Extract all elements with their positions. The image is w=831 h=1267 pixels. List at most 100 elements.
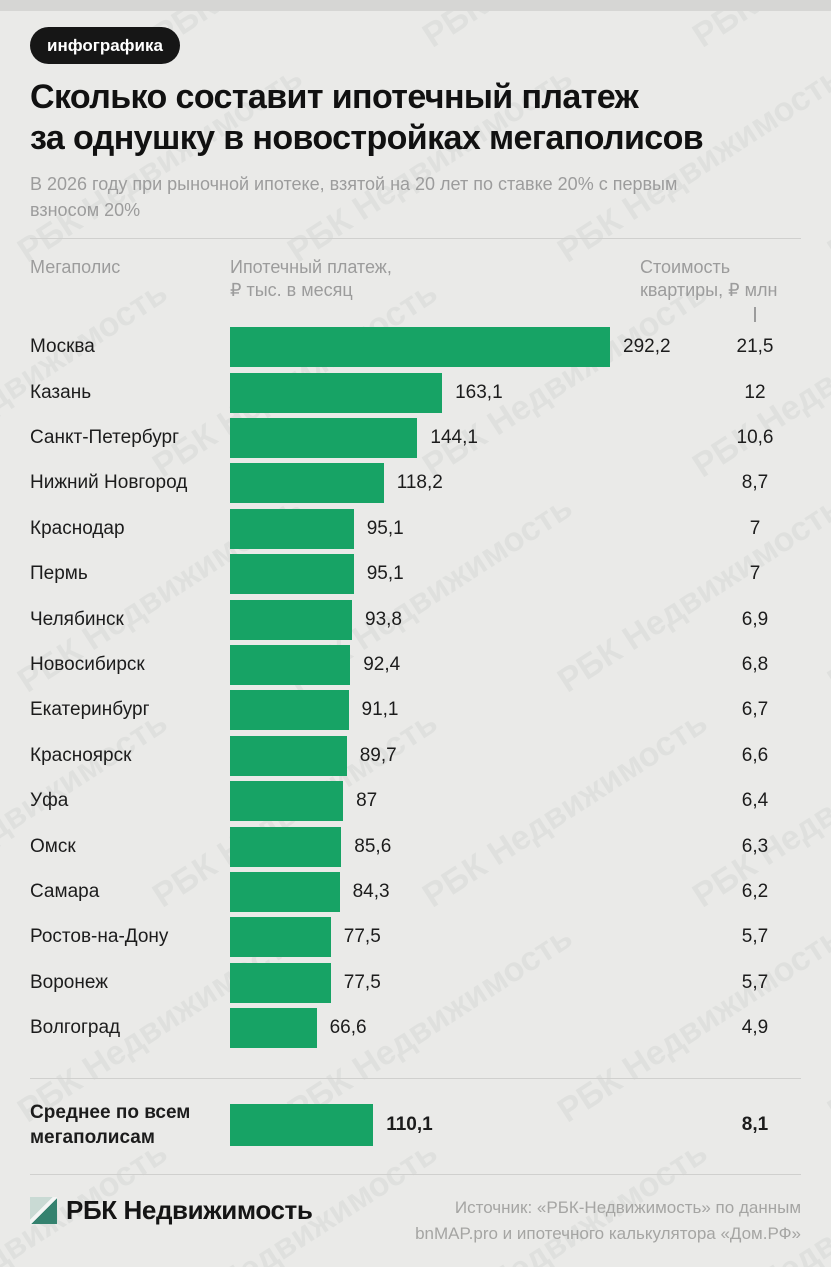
table-row: Самара 84,3 6,2: [30, 869, 801, 914]
city-label: Волгоград: [30, 1017, 121, 1039]
payment-value: 93,8: [365, 608, 402, 630]
bar-cell: 77,5: [230, 917, 717, 958]
payment-value: 292,2: [623, 336, 671, 358]
bar-cell: 84,3: [230, 871, 717, 912]
bar-cell: 87: [230, 781, 717, 822]
title-line-2: за однушку в новостройках мегаполисов: [30, 119, 704, 158]
table-row: Москва 292,2 21,5: [30, 325, 801, 370]
table-row: Волгоград 66,6 4,9: [30, 1005, 801, 1050]
price-value: 12: [744, 381, 766, 403]
bar-cell: 163,1: [230, 372, 717, 413]
bar-cell: 85,6: [230, 826, 717, 867]
payment-bar: [230, 418, 418, 458]
average-section: Среднее по всем мегаполисам 110,1 8,1: [30, 1077, 801, 1176]
average-row: Среднее по всем мегаполисам 110,1 8,1: [30, 1100, 801, 1151]
payment-value: 118,2: [396, 472, 443, 494]
city-label: Екатеринбург: [30, 699, 150, 721]
price-value: 8,7: [741, 472, 769, 494]
payment-bar: [230, 917, 331, 958]
price-value: 6,4: [741, 790, 769, 812]
payment-value: 85,6: [354, 835, 392, 857]
table-row: Уфа 87 6,4: [30, 778, 801, 823]
price-value: 21,5: [736, 336, 774, 358]
table-row: Казань 163,1 12: [30, 370, 801, 415]
price-value: 7: [749, 563, 761, 585]
table-row: Новосибирск 92,4 6,8: [30, 642, 801, 687]
bar-cell: 91,1: [230, 690, 717, 731]
payment-bar: [230, 372, 443, 413]
payment-bar: [230, 1008, 317, 1049]
city-label: Казань: [30, 381, 92, 403]
payment-value: 87: [356, 790, 378, 812]
city-label: Самара: [30, 880, 100, 902]
payment-bar: [230, 508, 354, 549]
average-label: Среднее по всем мегаполисам: [30, 1101, 191, 1149]
payment-value: 92,4: [363, 653, 401, 675]
payment-value: 95,1: [366, 563, 404, 585]
column-header-price: Стоимость квартиры, ₽ млн: [640, 256, 778, 301]
price-value: 5,7: [741, 926, 769, 948]
city-label: Челябинск: [30, 608, 124, 630]
payment-bar: [230, 962, 331, 1003]
price-value: 6,3: [741, 835, 769, 857]
subtitle-line-1: В 2026 году при рыночной ипотеке, взятой…: [30, 173, 678, 194]
city-label: Краснодар: [30, 517, 125, 539]
brand-name: РБК Недвижимость: [66, 1195, 313, 1226]
payment-bar: [230, 463, 384, 504]
table-row: Челябинск 93,8 6,9: [30, 597, 801, 642]
bar-chart: Москва 292,2 21,5 Казань 163,1 12 Санкт-…: [30, 325, 801, 1051]
city-label: Ростов-на-Дону: [30, 926, 169, 948]
table-row: Ростов-на-Дону 77,5 5,7: [30, 915, 801, 960]
bar-cell: 77,5: [230, 962, 717, 1003]
table-row: Санкт-Петербург 144,1 10,6: [30, 415, 801, 460]
source-line-2: bnMAP.pro и ипотечного калькулятора «Дом…: [415, 1223, 801, 1243]
payment-bar: [230, 871, 340, 912]
city-label: Москва: [30, 336, 95, 358]
table-row: Краснодар 95,1 7: [30, 506, 801, 551]
payment-value: 77,5: [343, 926, 381, 948]
payment-bar: [230, 826, 342, 867]
column-headers: Мегаполис Ипотечный платеж, ₽ тыс. в мес…: [30, 256, 801, 303]
bar-cell: 118,2: [230, 463, 717, 504]
price-value: 4,9: [741, 1017, 769, 1039]
price-column-tick: [754, 306, 756, 322]
price-value: 6,6: [741, 744, 769, 766]
price-value: 6,8: [741, 653, 769, 675]
city-label: Нижний Новгород: [30, 472, 188, 494]
payment-bar: [230, 735, 347, 776]
source-line-1: Источник: «РБК-Недвижимость» по данным: [454, 1198, 801, 1218]
average-payment-value: 110,1: [386, 1114, 433, 1136]
table-row: Омск 85,6 6,3: [30, 824, 801, 869]
table-row: Екатеринбург 91,1 6,7: [30, 688, 801, 733]
price-value: 6,2: [741, 880, 769, 902]
average-price-value: 8,1: [741, 1114, 769, 1136]
city-label: Уфа: [30, 790, 69, 812]
price-value: 6,7: [741, 699, 769, 721]
payment-value: 77,5: [343, 971, 381, 993]
table-row: Красноярск 89,7 6,6: [30, 733, 801, 778]
payment-bar: [230, 599, 352, 640]
city-label: Красноярск: [30, 744, 132, 766]
brand: РБК Недвижимость: [30, 1195, 313, 1226]
bar-cell: 144,1: [230, 418, 717, 458]
payment-value: 91,1: [361, 699, 399, 721]
payment-value: 144,1: [430, 427, 478, 448]
subtitle-line-2: взносом 20%: [30, 199, 141, 220]
bar-cell: 66,6: [230, 1008, 717, 1049]
table-row: Воронеж 77,5 5,7: [30, 960, 801, 1005]
bar-cell: 95,1: [230, 508, 717, 549]
average-bar-cell: 110,1: [230, 1104, 717, 1147]
bar-cell: 292,2: [230, 327, 717, 368]
bar-cell: 89,7: [230, 735, 717, 776]
payment-bar: [230, 781, 344, 822]
payment-value: 89,7: [359, 744, 397, 766]
payment-value: 84,3: [352, 880, 390, 902]
page-title: Сколько составит ипотечный платеж за одн…: [30, 77, 801, 160]
average-payment-bar: [230, 1104, 374, 1147]
city-label: Санкт-Петербург: [30, 427, 180, 448]
column-header-city: Мегаполис: [30, 256, 121, 277]
city-label: Новосибирск: [30, 653, 145, 675]
city-label: Пермь: [30, 563, 88, 585]
